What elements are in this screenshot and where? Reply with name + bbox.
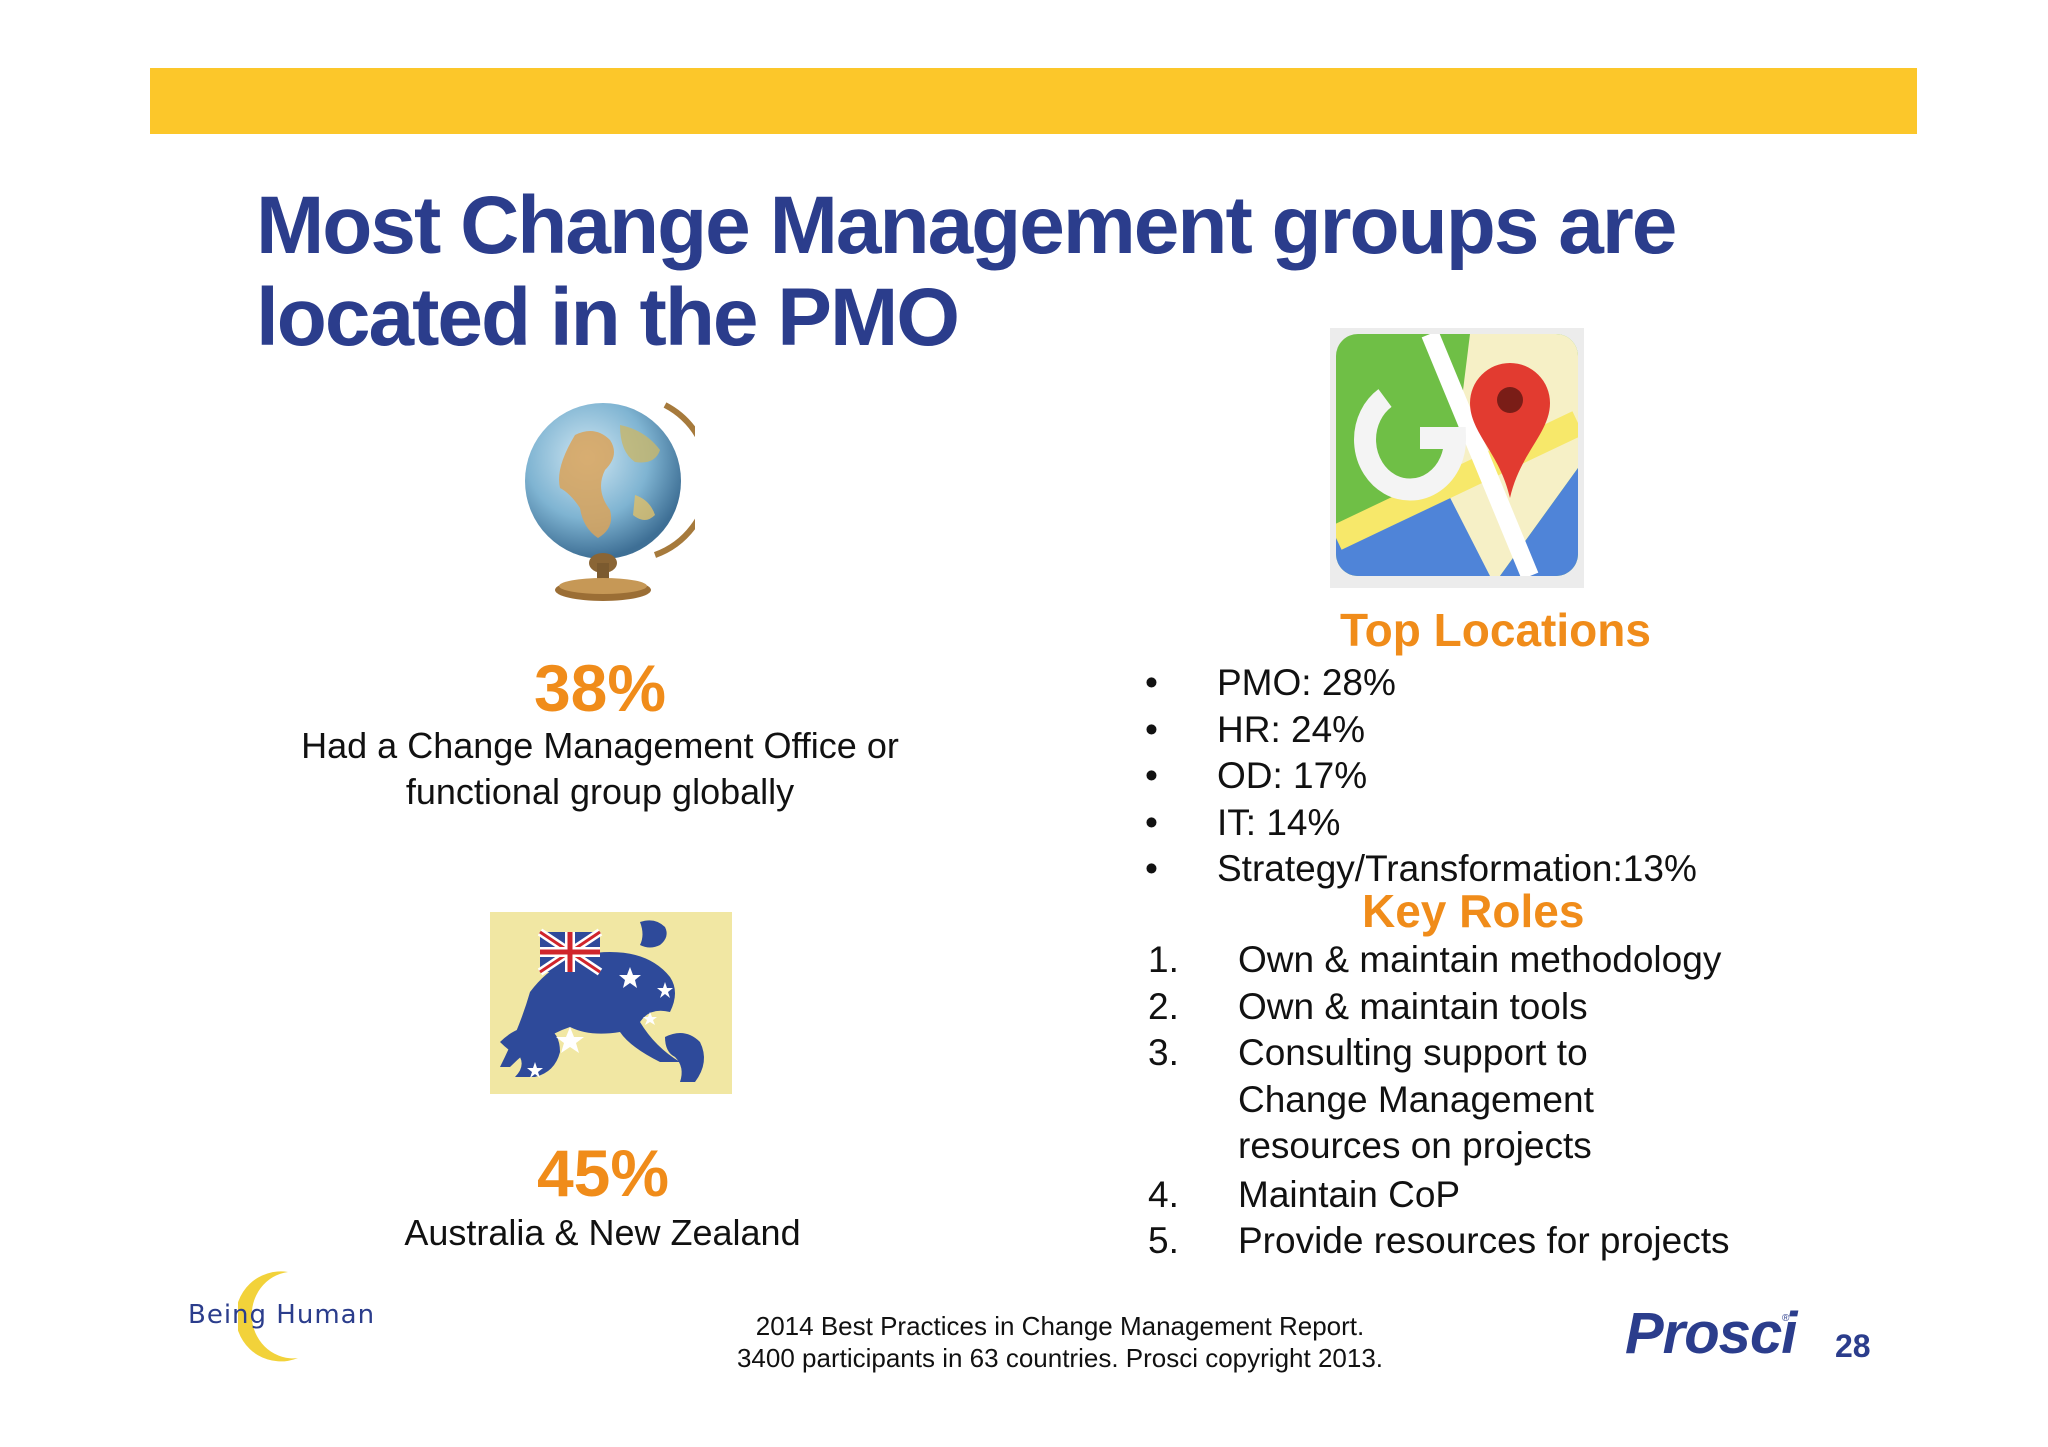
top-locations-heading: Top Locations [1340, 604, 1651, 656]
list-item: • IT: 14% [1145, 800, 1697, 847]
list-number: 3. [1148, 1032, 1179, 1073]
list-item: • HR: 24% [1145, 707, 1697, 754]
list-item-text: IT: 14% [1217, 801, 1341, 843]
being-human-logo: Being Human [188, 1268, 374, 1363]
list-item-text: HR: 24% [1217, 708, 1366, 750]
bullet-icon: • [1145, 755, 1158, 796]
list-number: 5. [1148, 1220, 1179, 1261]
list-item-text: Consulting support to Change Management … [1238, 1032, 1594, 1166]
being-human-logo-text: Being Human [188, 1300, 376, 1330]
footer-source: 2014 Best Practices in Change Management… [690, 1310, 1430, 1374]
bullet-icon: • [1145, 662, 1158, 703]
bullet-icon: • [1145, 848, 1158, 889]
footer-source-line1: 2014 Best Practices in Change Management… [755, 1311, 1365, 1341]
registered-mark: ® [1782, 1313, 1790, 1324]
australia-flag-kangaroo-icon [490, 912, 732, 1094]
list-item-text: Provide resources for projects [1238, 1220, 1730, 1261]
prosci-logo: Prosci [1625, 1301, 1797, 1366]
stat-value-globally: 38% [533, 651, 667, 725]
list-item-text: PMO: 28% [1217, 662, 1396, 703]
stat-value-anz: 45% [536, 1136, 670, 1210]
list-item: 5. Provide resources for projects [1148, 1218, 1838, 1265]
bullet-icon: • [1145, 708, 1158, 750]
list-item-text: Own & maintain tools [1238, 985, 1588, 1027]
stat-caption-globally: Had a Change Management Office or functi… [240, 723, 960, 815]
list-item-text: Own & maintain methodology [1238, 939, 1722, 980]
globe-icon [525, 402, 695, 601]
list-item: • OD: 17% [1145, 753, 1697, 800]
stat-caption-globally-line1: Had a Change Management Office or [301, 725, 899, 766]
list-number: 1. [1148, 939, 1179, 980]
top-locations-list: • PMO: 28% • HR: 24% • OD: 17% • IT: 14% • St… [1145, 660, 1697, 893]
list-item-text: Strategy/Transformation:13% [1217, 848, 1697, 889]
list-item: 3. Consulting support to Change Managemen… [1148, 1030, 1708, 1170]
list-item: 2. Own & maintain tools [1148, 984, 1838, 1031]
slide-title: Most Change Management groups are locate… [256, 180, 1677, 363]
list-item-text: OD: 17% [1217, 755, 1368, 796]
list-number: 2. [1148, 985, 1179, 1027]
header-accent-bar [150, 68, 1917, 134]
list-item: • Strategy/Transformation:13% [1145, 846, 1697, 893]
list-item: 1. Own & maintain methodology [1148, 937, 1838, 984]
crescent-moon-icon [238, 1271, 298, 1362]
stat-caption-globally-line2: functional group globally [405, 771, 795, 812]
key-roles-heading: Key Roles [1362, 885, 1585, 937]
bullet-icon: • [1145, 801, 1158, 843]
footer-source-line2: 3400 participants in 63 countries. Prosc… [736, 1343, 1384, 1373]
key-roles-list: 1. Own & maintain methodology 2. Own & mai… [1148, 937, 1838, 1265]
map-pin-icon [1330, 328, 1584, 588]
list-item-text: Maintain CoP [1238, 1173, 1461, 1215]
list-item: 4. Maintain CoP [1148, 1172, 1838, 1219]
page-number: 28 [1835, 1328, 1871, 1364]
list-item: • PMO: 28% [1145, 660, 1697, 707]
list-number: 4. [1148, 1173, 1179, 1215]
stat-caption-anz: Australia & New Zealand [404, 1212, 801, 1253]
